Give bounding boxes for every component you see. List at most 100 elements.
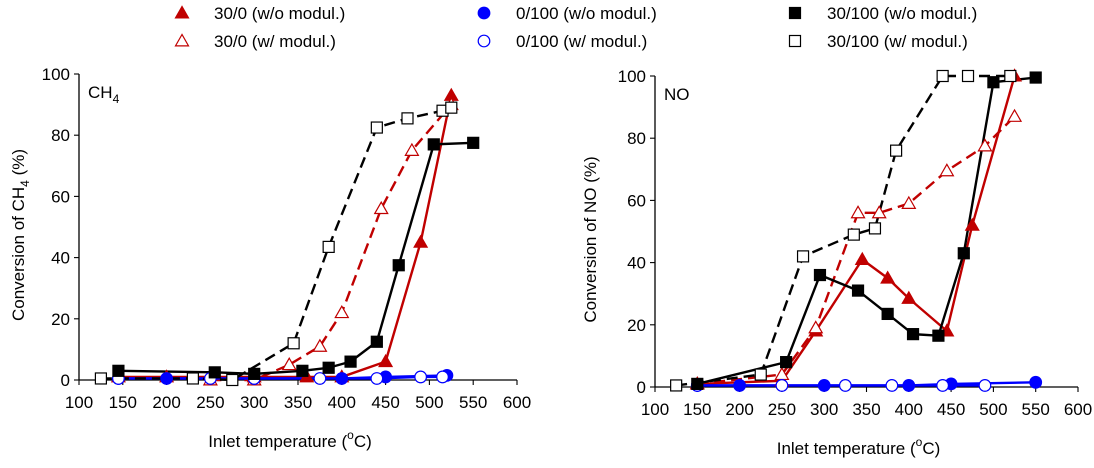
y-tick-label: 20: [51, 310, 70, 329]
data-point-e: [1029, 71, 1042, 84]
series-line-e: [118, 141, 474, 376]
data-point-f: [890, 144, 903, 157]
legend: 30/0 (w/o modul.) 0/100 (w/o modul.) 30/10…: [174, 4, 977, 51]
data-point-e: [932, 329, 945, 342]
legend-marker-circle: [477, 34, 491, 48]
x-axis-label-tail: C): [354, 432, 372, 451]
y-axis-label-sub: 4: [18, 180, 32, 187]
data-point-b: [404, 142, 420, 156]
data-point-e: [691, 377, 704, 390]
data-point-f: [1004, 69, 1017, 83]
x-tick-label: 150: [109, 393, 137, 412]
data-point-b: [373, 200, 389, 215]
legend-marker-circle: [477, 6, 491, 20]
data-point-f: [868, 222, 882, 235]
series-line-f: [675, 74, 1011, 387]
y-axis-label-main: Conversion of CH: [9, 187, 28, 321]
data-point-e: [322, 361, 335, 374]
data-point-e: [780, 356, 793, 369]
x-tick-label: 400: [895, 400, 923, 419]
data-point-b: [334, 304, 350, 319]
y-tick-label: 0: [637, 378, 646, 397]
data-point-e: [112, 364, 125, 377]
data-point-d: [885, 379, 899, 392]
data-point-b: [808, 320, 824, 334]
x-tick-label: 150: [683, 400, 711, 419]
x-tick-label: 300: [810, 400, 838, 419]
data-point-d: [414, 370, 428, 384]
data-point-c: [1029, 375, 1043, 389]
data-point-a: [880, 270, 896, 284]
series-line-a: [118, 95, 453, 379]
x-tick-label: 250: [768, 400, 796, 419]
data-point-b: [281, 356, 297, 371]
legend-label: 30/100 (w/ modul.): [827, 32, 968, 51]
data-point-d: [775, 379, 789, 392]
panel-label-sub: 4: [113, 92, 120, 106]
x-tick-label: 450: [371, 393, 399, 412]
data-point-f: [186, 372, 199, 385]
data-point-e: [392, 259, 405, 272]
data-point-f: [322, 240, 335, 253]
data-point-c: [160, 372, 174, 385]
series-line-b: [210, 103, 453, 382]
data-point-f: [961, 69, 975, 83]
y-tick-label: 60: [627, 191, 646, 210]
x-tick-label: 300: [240, 393, 268, 412]
x-tick-label: 200: [152, 393, 180, 412]
x-tick-label: 500: [415, 393, 443, 412]
data-point-a: [964, 217, 980, 231]
data-point-f: [370, 121, 383, 134]
x-tick-label: 100: [641, 400, 669, 419]
series-line-b: [697, 115, 1016, 386]
y-axis-label: Conversion of NO (%): [581, 156, 600, 322]
y-tick-label: 100: [42, 65, 70, 84]
legend-marker-square: [788, 6, 802, 20]
data-point-e: [851, 284, 865, 297]
y-tick-label: 80: [51, 126, 70, 145]
x-tick-label: 100: [65, 393, 93, 412]
data-point-d: [936, 379, 950, 392]
panel-label-main: NO: [664, 85, 690, 104]
x-tick-label: 200: [725, 400, 753, 419]
legend-label: 0/100 (w/o modul.): [516, 4, 657, 23]
data-point-c: [817, 379, 831, 392]
x-axis-label: Inlet temperature (oC): [777, 435, 941, 458]
x-tick-label: 500: [979, 400, 1007, 419]
data-point-d: [978, 379, 992, 392]
x-tick-label: 600: [1064, 400, 1092, 419]
x-axis-label-sup: o: [916, 435, 923, 449]
data-point-f: [401, 112, 414, 125]
x-tick-label: 350: [284, 393, 312, 412]
x-axis-label-sup: o: [347, 428, 354, 442]
panel-label: NO: [664, 85, 690, 104]
x-axis-label-tail: C): [922, 439, 940, 458]
data-point-e: [467, 136, 480, 149]
chart-panel-no: 100 150 200 250 300 350 400 450 500 550 600 0 20 40 60…: [581, 67, 1092, 458]
data-point-f: [670, 379, 683, 392]
data-point-f: [936, 69, 949, 83]
x-axis-label-main: Inlet temperature (: [208, 432, 347, 451]
y-tick-label: 80: [627, 129, 646, 148]
x-tick-label: 550: [1022, 400, 1050, 419]
data-point-e: [344, 355, 357, 368]
data-point-a: [378, 353, 394, 368]
data-point-e: [881, 307, 894, 321]
y-axis-label: Conversion of CH4 (%): [9, 149, 32, 321]
data-point-b: [850, 205, 866, 219]
data-point-c: [335, 372, 349, 385]
x-tick-label: 550: [459, 393, 487, 412]
data-point-b: [871, 205, 887, 219]
data-point-b: [939, 163, 955, 177]
x-axis-label-main: Inlet temperature (: [777, 439, 916, 458]
x-axis-label: Inlet temperature (oC): [208, 428, 372, 451]
legend-marker-square: [788, 34, 802, 48]
data-point-f: [226, 373, 239, 387]
data-point-b: [312, 338, 328, 352]
x-tick-label: 450: [937, 400, 965, 419]
data-point-e: [957, 247, 970, 260]
data-point-d: [436, 370, 449, 384]
panel-label: CH4: [88, 83, 120, 106]
data-point-d: [370, 372, 384, 385]
